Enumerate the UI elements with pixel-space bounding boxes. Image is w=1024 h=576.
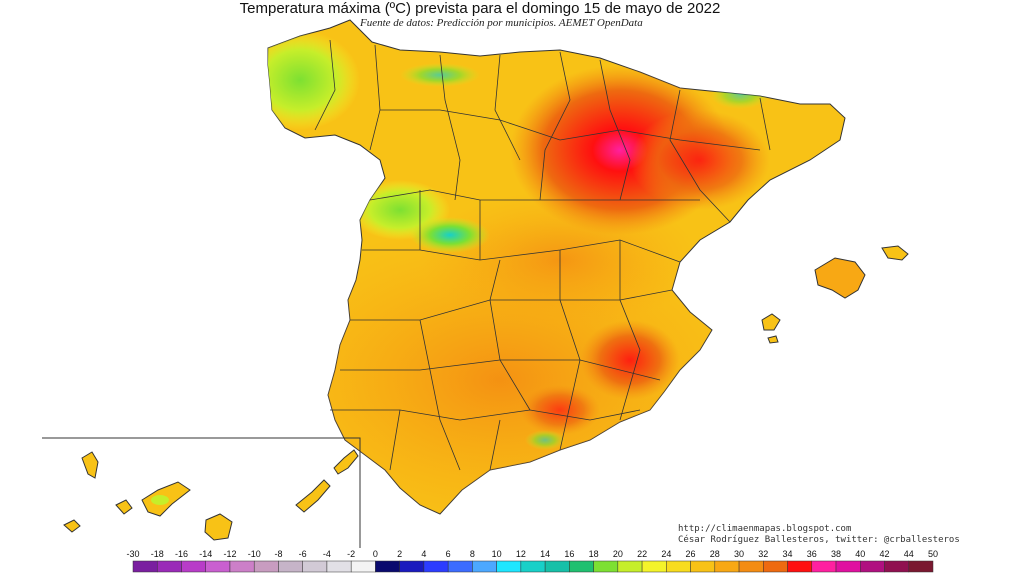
legend-swatch: [447, 560, 473, 573]
legend-tick-label: -16: [174, 549, 188, 559]
legend-tick-label: 14: [540, 549, 551, 559]
legend-tick-label: 28: [709, 549, 720, 559]
el-hierro-island: [63, 519, 81, 533]
legend-tick-label: 16: [564, 549, 575, 559]
legend-swatch: [787, 560, 813, 573]
legend-swatch: [205, 560, 231, 573]
lanzarote-island: [333, 449, 359, 475]
province-borders: [314, 39, 771, 471]
legend-tick-label: -4: [322, 549, 331, 559]
legend-tick-label: 4: [421, 549, 427, 559]
la-palma-island: [81, 451, 99, 479]
balearic-islands: [761, 245, 909, 344]
legend-tick-label: -18: [150, 549, 164, 559]
map-subtitle: Fuente de datos: Predicción por municipi…: [360, 17, 643, 29]
legend-tick-label: 2: [397, 549, 403, 559]
legend-swatch: [229, 560, 255, 573]
legend-swatch: [350, 560, 376, 573]
legend-swatch: [617, 560, 643, 573]
menorca-island: [881, 245, 909, 261]
legend-tick-label: 26: [685, 549, 696, 559]
legend-tick-label: 8: [469, 549, 475, 559]
legend-swatch: [811, 560, 837, 573]
legend-tick-label: 12: [515, 549, 526, 559]
legend-swatch: [544, 560, 570, 573]
ibiza-island: [761, 313, 781, 331]
legend-swatch: [520, 560, 546, 573]
legend-swatch: [641, 560, 667, 573]
legend-tick-label: -12: [223, 549, 237, 559]
legend-swatch: [181, 560, 206, 573]
legend-tick-label: -6: [298, 549, 307, 559]
legend-tick-label: -30: [126, 549, 140, 559]
legend-tick-label: 18: [588, 549, 599, 559]
legend-tick-label: 24: [661, 549, 672, 559]
legend-swatch: [835, 560, 861, 573]
legend-tick-label: 38: [831, 549, 842, 559]
formentera-island: [767, 335, 779, 344]
legend-swatch: [908, 560, 934, 573]
legend-tick-label: 44: [903, 549, 914, 559]
legend-tick-label: 36: [806, 549, 817, 559]
legend-tick-label: -14: [199, 549, 213, 559]
legend-tick-label: -8: [274, 549, 283, 559]
legend-swatch: [496, 560, 522, 573]
legend-swatch: [593, 560, 619, 573]
legend-tick-label: 32: [758, 549, 769, 559]
legend-swatch: [326, 560, 352, 573]
inset-frame: [42, 437, 361, 548]
legend-tick-label: -10: [247, 549, 261, 559]
mallorca-island: [814, 257, 866, 299]
legend-swatch: [423, 560, 449, 573]
legend-tick-label: 10: [491, 549, 502, 559]
legend-tick-label: 42: [879, 549, 890, 559]
legend-tick-label: 40: [855, 549, 866, 559]
legend-swatch: [666, 560, 691, 573]
legend-tick-label: 50: [927, 549, 939, 559]
map-title: Temperatura máxima (ºC) prevista para el…: [239, 0, 721, 17]
legend-swatch: [399, 560, 425, 573]
legend-swatch: [860, 560, 885, 573]
legend-tick-label: 20: [612, 549, 623, 559]
gran-canaria-island: [204, 513, 233, 541]
legend-tick-label: 34: [782, 549, 793, 559]
legend-swatch: [569, 560, 594, 573]
legend-tick-label: -2: [347, 549, 356, 559]
legend-swatch: [884, 560, 910, 573]
la-gomera-island: [115, 499, 133, 515]
legend-tick-label: 22: [637, 549, 648, 559]
legend-swatch: [763, 560, 788, 573]
legend-swatch: [738, 560, 764, 573]
legend-tick-label: 30: [734, 549, 745, 559]
canary-inset: [42, 437, 361, 548]
legend-swatch: [156, 560, 182, 573]
legend-swatch: [375, 560, 400, 573]
legend-tick-label: 0: [372, 549, 378, 559]
fuerteventura-island: [295, 479, 331, 513]
legend-swatch: [302, 560, 328, 573]
legend-swatch: [714, 560, 740, 573]
legend-swatch: [253, 560, 279, 573]
legend-swatch: [472, 560, 497, 573]
legend-swatch: [278, 560, 303, 573]
legend-swatch: [132, 560, 158, 573]
credit-url[interactable]: http://climaenmapas.blogspot.com: [678, 524, 852, 534]
legend-swatch: [690, 560, 716, 573]
credit-author: César Rodríguez Ballesteros, twitter: @c…: [678, 535, 960, 545]
legend-tick-label: 6: [445, 549, 451, 559]
